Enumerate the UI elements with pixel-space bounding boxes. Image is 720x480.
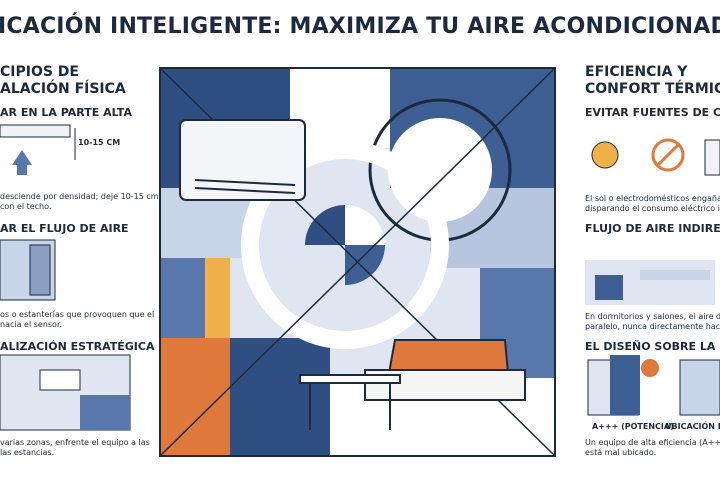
text-line: En dormitorios y salones, el aire debe f…	[585, 312, 720, 321]
text-line: paralelo, nunca directamente hacia las	[585, 322, 720, 331]
heading-line: ALACIÓN FÍSICA	[0, 81, 126, 97]
text-line: nacia el sensor.	[0, 320, 63, 329]
body-text: Un equipo de alta eficiencia (A+++) gase…	[585, 438, 720, 458]
text-line: las estancias.	[0, 448, 55, 457]
center-art	[159, 67, 556, 457]
subheading: FLUJO DE AIRE INDIRECTO	[585, 222, 720, 235]
left-icons	[0, 124, 131, 431]
text-line: desciende por densidad; deje 10-15 cm	[0, 192, 159, 201]
heading-line: CIPIOS DE	[0, 64, 79, 80]
body-text: os o estanterías que provoquen que el nac…	[0, 310, 154, 330]
icon-label: A+++ (POTENCIA)	[592, 422, 674, 431]
subheading: AR EN LA PARTE ALTA	[0, 106, 132, 119]
right-icons	[585, 138, 720, 416]
text-line: disparando el consumo eléctrico innece	[585, 204, 720, 213]
body-text: desciende por densidad; deje 10-15 cm con…	[0, 192, 159, 212]
body-text: En dormitorios y salones, el aire debe f…	[585, 312, 720, 332]
text-line: varias zonas, enfrente el equipo a las	[0, 438, 150, 447]
subheading: ALIZACIÓN ESTRATÉGICA	[0, 340, 155, 353]
body-text: El sol o electrodomésticos engañan al td…	[585, 194, 720, 214]
subheading: AR EL FLUJO DE AIRE	[0, 222, 129, 235]
subheading: EL DISEÑO SOBRE LA POT	[585, 340, 720, 353]
subheading: EVITAR FUENTES DE CALO	[585, 106, 720, 119]
heading-line: EFICIENCIA Y	[585, 64, 688, 80]
text-line: Un equipo de alta eficiencia (A+++) gas	[585, 438, 720, 447]
section-heading: EFICIENCIA Y CONFORT TÉRMIC	[585, 64, 720, 98]
icon-label: UBICACIÓN IN	[665, 422, 720, 431]
text-line: El sol o electrodomésticos engañan al t	[585, 194, 720, 203]
text-line: está mal ubicado.	[585, 448, 657, 457]
text-line: con el techo.	[0, 202, 52, 211]
body-text: varias zonas, enfrente el equipo a las la…	[0, 438, 150, 458]
heading-line: CONFORT TÉRMIC	[585, 81, 720, 97]
text-line: os o estanterías que provoquen que el	[0, 310, 155, 319]
section-heading: CIPIOS DE ALACIÓN FÍSICA	[0, 64, 126, 98]
measure: 10-15 CM	[78, 138, 121, 147]
title: ICACIÓN INTELIGENTE: MAXIMIZA TU AIRE AC…	[0, 14, 720, 39]
